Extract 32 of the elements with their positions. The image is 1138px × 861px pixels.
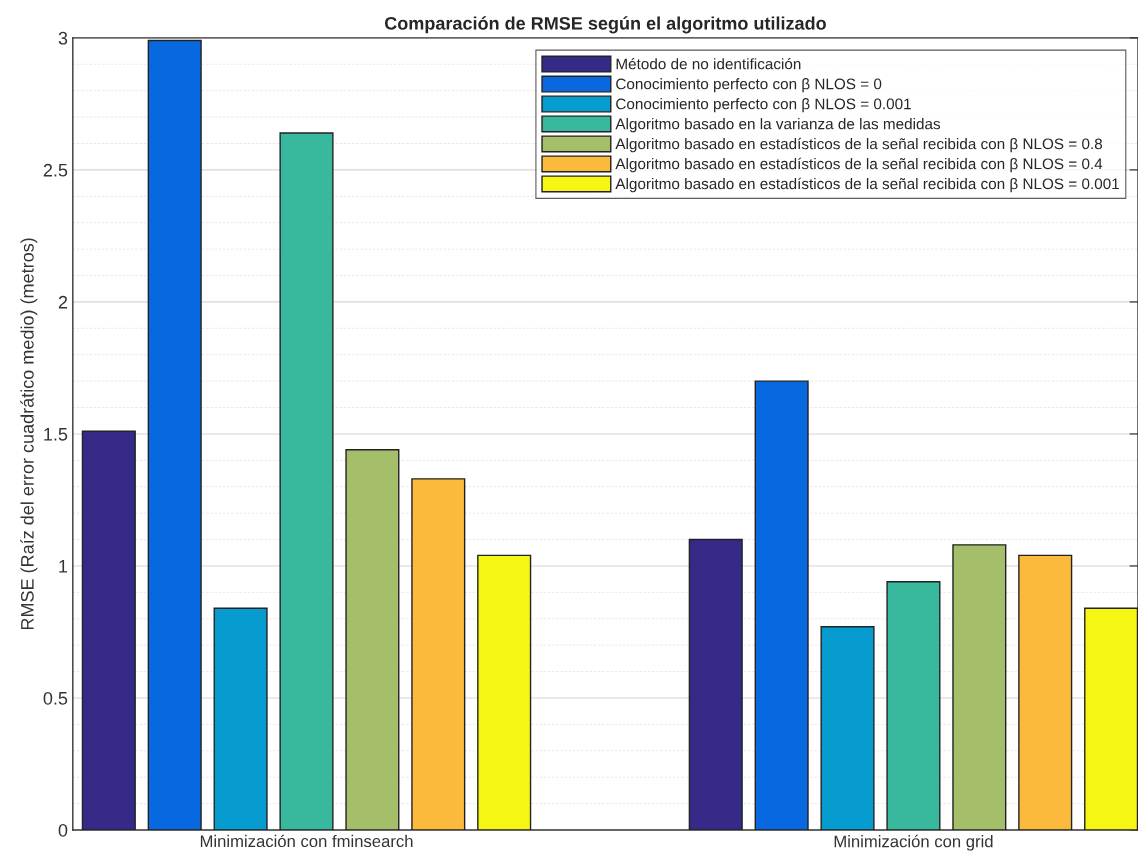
x-tick-label: Minimización con fminsearch	[200, 834, 413, 848]
y-tick-label: 2	[58, 295, 68, 309]
legend-label: Algoritmo basado en estadísticos de la señal recibida con β NLOS = 0.4	[615, 157, 1103, 173]
legend-label: Conocimiento perfecto con β NLOS = 0	[616, 78, 882, 93]
bar	[688, 538, 743, 830]
legend-label: Algoritmo basado en estadísticos de la señal recibida con β NLOS = 0.001	[615, 177, 1119, 193]
y-tick-label: 1	[59, 560, 68, 573]
bar	[820, 625, 875, 830]
bar	[1084, 607, 1138, 830]
bar	[952, 544, 1007, 830]
x-tick-label: Minimización con grid	[834, 834, 993, 851]
y-tick-label: 0.5	[43, 691, 68, 705]
bar	[81, 430, 136, 830]
chart-title: Comparación de RMSE según el algoritmo utilizado	[384, 16, 826, 34]
bar	[886, 581, 941, 830]
bar	[279, 132, 334, 830]
y-tick-label: 2.5	[43, 163, 68, 177]
bar	[213, 607, 268, 830]
bar	[345, 449, 400, 830]
bar	[477, 554, 532, 830]
legend-label: Algoritmo basado en estadísticos de la señal recibida con β NLOS = 0.8	[615, 137, 1103, 153]
y-axis-title: RMSE (Raíz del error cuadrático medio) (metros)	[20, 238, 38, 630]
bar	[147, 39, 202, 830]
legend-label: Algoritmo basado en la varianza de las medidas	[615, 118, 941, 133]
y-tick-label: 0	[58, 823, 68, 837]
y-tick-label: 1.5	[44, 428, 68, 441]
legend-label: Conocimiento perfecto con β NLOS = 0.001	[616, 98, 911, 113]
legend-label: Método de no identificación	[616, 57, 801, 70]
bar	[1018, 554, 1073, 830]
bar	[754, 380, 809, 830]
bar	[411, 478, 466, 830]
y-tick-label: 3	[58, 31, 68, 45]
